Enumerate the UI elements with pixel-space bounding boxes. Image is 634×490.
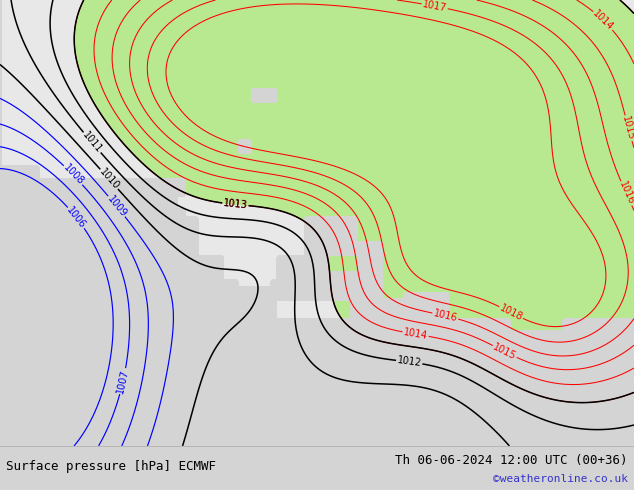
Text: 1018: 1018 <box>498 303 524 322</box>
Text: 1017: 1017 <box>422 0 448 13</box>
Text: 1016: 1016 <box>432 308 458 323</box>
Text: 1016: 1016 <box>617 180 634 207</box>
Text: 1015: 1015 <box>491 342 518 362</box>
Text: 1013: 1013 <box>223 198 248 211</box>
Text: 1006: 1006 <box>65 205 88 230</box>
Text: Th 06-06-2024 12:00 UTC (00+36): Th 06-06-2024 12:00 UTC (00+36) <box>395 454 628 467</box>
Text: 1013: 1013 <box>223 198 248 211</box>
Text: 1007: 1007 <box>115 368 131 394</box>
Text: 1009: 1009 <box>105 194 128 219</box>
Text: 1012: 1012 <box>396 355 422 368</box>
Text: Surface pressure [hPa] ECMWF: Surface pressure [hPa] ECMWF <box>6 461 216 473</box>
Text: 1010: 1010 <box>97 167 121 192</box>
Text: 1015: 1015 <box>621 115 634 142</box>
Text: 1014: 1014 <box>591 8 616 32</box>
Text: ©weatheronline.co.uk: ©weatheronline.co.uk <box>493 474 628 484</box>
Text: 1011: 1011 <box>81 130 104 155</box>
Text: 1008: 1008 <box>61 163 86 187</box>
Text: 1014: 1014 <box>403 327 429 341</box>
